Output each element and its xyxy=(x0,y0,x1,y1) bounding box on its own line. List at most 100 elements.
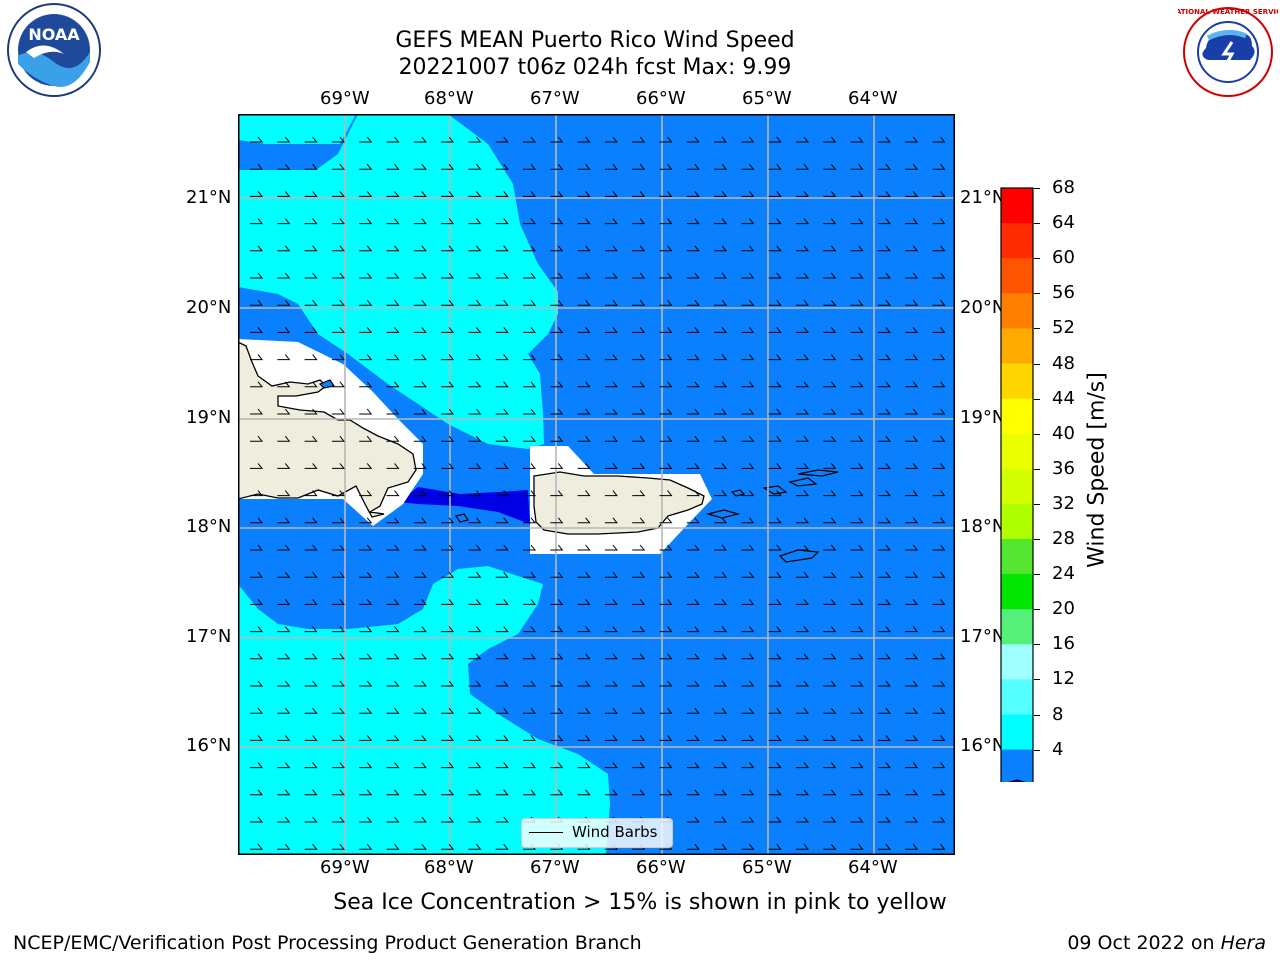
wind-barb xyxy=(359,490,373,497)
wind-barb xyxy=(932,463,946,469)
wind-barb xyxy=(495,735,509,741)
wind-barb xyxy=(386,571,400,578)
wind-barb xyxy=(250,653,264,660)
wind-barb xyxy=(741,816,755,823)
wind-barb xyxy=(277,762,291,769)
wind-barb xyxy=(386,272,400,279)
wind-barb xyxy=(577,735,591,741)
wind-barb xyxy=(413,762,427,769)
wind-barb xyxy=(550,191,564,197)
wind-barbs-legend: Wind Barbs xyxy=(521,818,673,848)
wind-barb xyxy=(413,245,427,252)
wind-barb xyxy=(495,490,509,497)
wind-barb xyxy=(905,435,919,442)
wind-barb xyxy=(768,680,782,687)
wind-barb xyxy=(250,136,264,143)
wind-barb xyxy=(850,191,864,197)
wind-barb xyxy=(659,789,673,796)
colorbar-segment xyxy=(1001,258,1033,294)
wind-barb xyxy=(905,599,919,605)
wind-barb xyxy=(796,191,810,197)
wind-barb xyxy=(468,735,482,741)
wind-barb xyxy=(413,571,427,578)
wind-barb xyxy=(468,680,482,687)
wind-barb xyxy=(359,191,373,197)
wind-barb xyxy=(386,463,400,469)
wind-barb xyxy=(441,463,455,469)
wind-barb xyxy=(823,163,837,170)
wind-barb xyxy=(823,707,837,714)
wind-barb xyxy=(714,599,728,605)
wind-barb xyxy=(441,517,455,524)
wind-barb xyxy=(768,435,782,442)
wind-barb xyxy=(686,762,700,769)
wind-barb xyxy=(441,816,455,823)
wind-barb xyxy=(441,789,455,796)
wind-barb xyxy=(359,816,373,823)
wind-barb xyxy=(413,490,427,497)
wind-barb xyxy=(932,191,946,197)
st-croix-island xyxy=(778,549,820,563)
wind-barb xyxy=(468,136,482,143)
wind-barb xyxy=(413,707,427,714)
wind-barb xyxy=(659,571,673,578)
wind-barb xyxy=(632,354,646,361)
wind-barb xyxy=(523,762,537,769)
colorbar-tick-mark xyxy=(1034,679,1040,681)
wind-barb xyxy=(632,789,646,796)
lon-tick-bottom-65: 65°W xyxy=(742,857,792,878)
wind-barb xyxy=(632,408,646,415)
wind-barb xyxy=(823,653,837,660)
wind-barb xyxy=(441,653,455,660)
wind-barb xyxy=(796,245,810,252)
colorbar-tick-label: 44 xyxy=(1052,387,1075,409)
wind-barb xyxy=(277,381,291,388)
wind-barb xyxy=(905,653,919,660)
wind-barb xyxy=(413,816,427,823)
wind-barb xyxy=(877,653,891,660)
lat-tick-left-19: 19°N xyxy=(186,407,232,428)
wind-barb xyxy=(441,735,455,741)
wind-barb xyxy=(714,707,728,714)
wind-barb xyxy=(741,599,755,605)
wind-barb xyxy=(632,599,646,605)
wind-barb xyxy=(413,435,427,442)
wind-barb xyxy=(550,218,564,225)
wind-barb xyxy=(850,571,864,578)
wind-barb xyxy=(768,599,782,605)
wind-barb xyxy=(604,571,618,578)
wind-barb xyxy=(877,435,891,442)
wind-barb xyxy=(250,463,264,469)
wind-barb xyxy=(632,272,646,279)
wind-barb xyxy=(714,517,728,524)
lon-tick-bottom-68: 68°W xyxy=(424,857,474,878)
wind-barb xyxy=(659,191,673,197)
graticule xyxy=(238,114,955,855)
wind-barb xyxy=(714,435,728,442)
wind-barb xyxy=(823,381,837,388)
wind-barb xyxy=(877,245,891,252)
wind-barb xyxy=(686,544,700,551)
wind-barb xyxy=(550,599,564,605)
wind-barb xyxy=(277,245,291,252)
wind-barb xyxy=(577,762,591,769)
wind-barb xyxy=(714,136,728,143)
wind-barb xyxy=(796,327,810,333)
wind-barb xyxy=(331,653,345,660)
wind-barb xyxy=(604,163,618,170)
wind-barb xyxy=(796,816,810,823)
colorbar-segment xyxy=(1001,574,1033,610)
wind-barb xyxy=(905,327,919,333)
wind-barb xyxy=(304,354,318,361)
wind-barb xyxy=(659,299,673,306)
wind-barb xyxy=(932,626,946,633)
wind-barb xyxy=(550,435,564,442)
wind-barb xyxy=(495,163,509,170)
wind-barb xyxy=(495,272,509,279)
wind-barb xyxy=(877,789,891,796)
colorbar-tick-mark xyxy=(1034,258,1040,260)
wind-barb xyxy=(741,653,755,660)
wind-barb xyxy=(659,463,673,469)
wind-barb xyxy=(359,571,373,578)
wind-barb xyxy=(304,463,318,469)
